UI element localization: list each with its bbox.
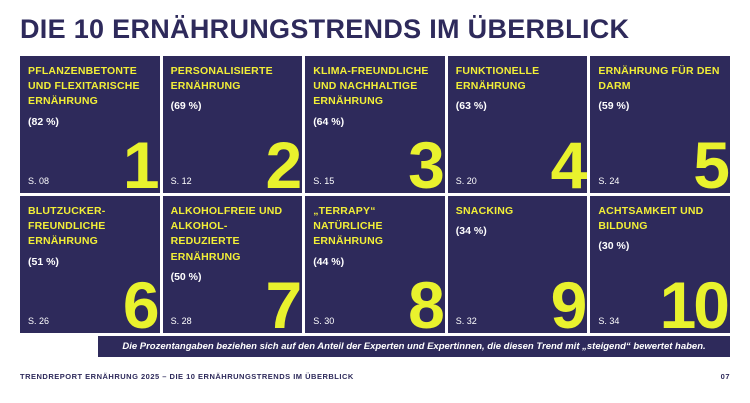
trend-page-ref: S. 12 (170, 176, 192, 186)
trend-title: KLIMA-FREUNDLICHE UND NACHHALTIGE ERNÄHR… (313, 65, 429, 108)
trend-rank: 8 (408, 267, 445, 333)
footer-page-number: 07 (720, 372, 730, 381)
trend-percent: (63 %) (455, 100, 487, 113)
trend-percent: (59 %) (598, 100, 630, 113)
trend-page-ref: S. 24 (598, 176, 620, 186)
trend-percent: (44 %) (313, 255, 345, 268)
trend-title: ALKOHOLFREIE UND ALKOHOL-REDUZIERTE ERNÄ… (170, 205, 283, 263)
footer-report-title: TRENDREPORT ERNÄHRUNG 2025 – DIE 10 ERNÄ… (20, 372, 354, 381)
trend-percent: (82 %) (28, 115, 59, 128)
trend-title: PERSONALISIERTE ERNÄHRUNG (170, 65, 273, 93)
trend-rank: 3 (408, 127, 445, 193)
trend-percent: (51 %) (28, 255, 59, 268)
trend-rank: 10 (659, 267, 730, 333)
trend-title: PFLANZENBETONTE UND FLEXITARISCHE ERNÄHR… (28, 65, 140, 108)
trend-card-7: ALKOHOLFREIE UND ALKOHOL-REDUZIERTE ERNÄ… (162, 196, 303, 333)
trend-percent: (34 %) (455, 225, 487, 238)
trend-rank: 2 (265, 127, 302, 193)
trend-card-1: PFLANZENBETONTE UND FLEXITARISCHE ERNÄHR… (20, 56, 160, 193)
trend-rank: 7 (265, 267, 302, 333)
trend-card-9: SNACKING (34 %) 9 S. 32 (447, 196, 588, 333)
trends-grid: PFLANZENBETONTE UND FLEXITARISCHE ERNÄHR… (20, 56, 730, 333)
trend-rank: 5 (693, 127, 730, 193)
trend-card-6: BLUTZUCKER-FREUNDLICHE ERNÄHRUNG (51 %) … (20, 196, 160, 333)
trend-percent: (69 %) (170, 100, 202, 113)
trend-percent: (64 %) (313, 115, 345, 128)
trend-rank: 1 (122, 127, 160, 193)
page-footer: TRENDREPORT ERNÄHRUNG 2025 – DIE 10 ERNÄ… (20, 372, 730, 381)
trend-card-2: PERSONALISIERTE ERNÄHRUNG (69 %) 2 S. 12 (162, 56, 303, 193)
trend-card-3: KLIMA-FREUNDLICHE UND NACHHALTIGE ERNÄHR… (305, 56, 445, 193)
trend-title: „TERRAPY“ NATÜRLICHE ERNÄHRUNG (313, 205, 384, 248)
trend-rank: 6 (122, 267, 160, 333)
trend-page-ref: S. 15 (313, 176, 335, 186)
trend-page-ref: S. 32 (455, 316, 477, 326)
trend-title: SNACKING (455, 205, 514, 217)
trend-title: ERNÄHRUNG FÜR DEN DARM (598, 65, 720, 93)
trend-card-5: ERNÄHRUNG FÜR DEN DARM (59 %) 5 S. 24 (590, 56, 730, 193)
trend-page-ref: S. 08 (28, 176, 50, 186)
trend-percent: (50 %) (170, 270, 202, 283)
trend-page-ref: S. 34 (598, 316, 620, 326)
trend-title: FUNKTIONELLE ERNÄHRUNG (455, 65, 540, 93)
trend-card-10: ACHTSAMKEIT UND BILDUNG (30 %) 10 S. 34 (590, 196, 730, 333)
trend-page-ref: S. 26 (28, 316, 50, 326)
trend-title: ACHTSAMKEIT UND BILDUNG (598, 205, 704, 233)
trend-card-8: „TERRAPY“ NATÜRLICHE ERNÄHRUNG (44 %) 8 … (305, 196, 445, 333)
percentage-note: Die Prozentangaben beziehen sich auf den… (98, 336, 730, 357)
trend-page-ref: S. 30 (313, 316, 335, 326)
page-title: DIE 10 ERNÄHRUNGSTRENDS IM ÜBERBLICK (20, 14, 630, 44)
trend-rank: 9 (550, 267, 588, 333)
trend-title: BLUTZUCKER-FREUNDLICHE ERNÄHRUNG (28, 205, 106, 248)
trend-percent: (30 %) (598, 240, 630, 253)
trend-page-ref: S. 28 (170, 316, 192, 326)
trend-page-ref: S. 20 (455, 176, 477, 186)
trend-rank: 4 (550, 127, 588, 193)
trend-card-4: FUNKTIONELLE ERNÄHRUNG (63 %) 4 S. 20 (447, 56, 588, 193)
